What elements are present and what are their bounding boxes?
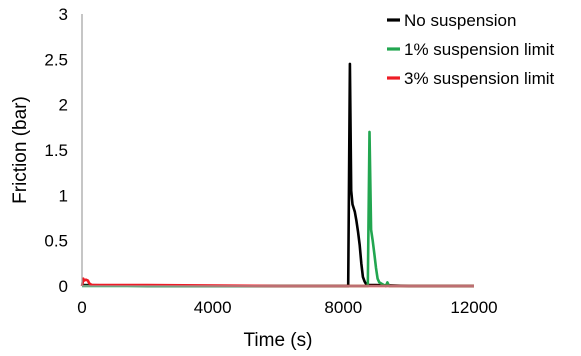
y-tick-label: 3 [59, 5, 68, 24]
legend-label-2: 1% suspension limit [404, 40, 555, 59]
y-tick-label: 1 [59, 186, 68, 205]
x-axis-title: Time (s) [244, 330, 313, 351]
y-tick-label: 0.5 [44, 232, 68, 251]
x-tick-label: 12000 [450, 298, 497, 317]
y-tick-label: 2.5 [44, 50, 68, 69]
y-tick-labels: 0 0.5 1 1.5 2 2.5 3 [44, 5, 68, 296]
y-tick-label: 2 [59, 96, 68, 115]
x-tick-label: 0 [77, 298, 86, 317]
series-lines [80, 62, 474, 288]
series-line-1 [81, 62, 474, 288]
x-tick-labels: 0 4000 8000 12000 [77, 298, 497, 317]
legend-label-1: No suspension [404, 11, 516, 30]
y-axis-title: Friction (bar) [10, 96, 31, 204]
series-line-3 [80, 277, 474, 288]
y-tick-label: 0 [59, 277, 68, 296]
legend-label-3: 3% suspension limit [404, 69, 555, 88]
y-tick-label: 1.5 [44, 141, 68, 160]
x-tick-label: 8000 [324, 298, 362, 317]
x-tick-label: 4000 [194, 298, 232, 317]
series-line-2 [82, 130, 474, 288]
legend: No suspension 1% suspension limit 3% suspe… [387, 11, 555, 88]
